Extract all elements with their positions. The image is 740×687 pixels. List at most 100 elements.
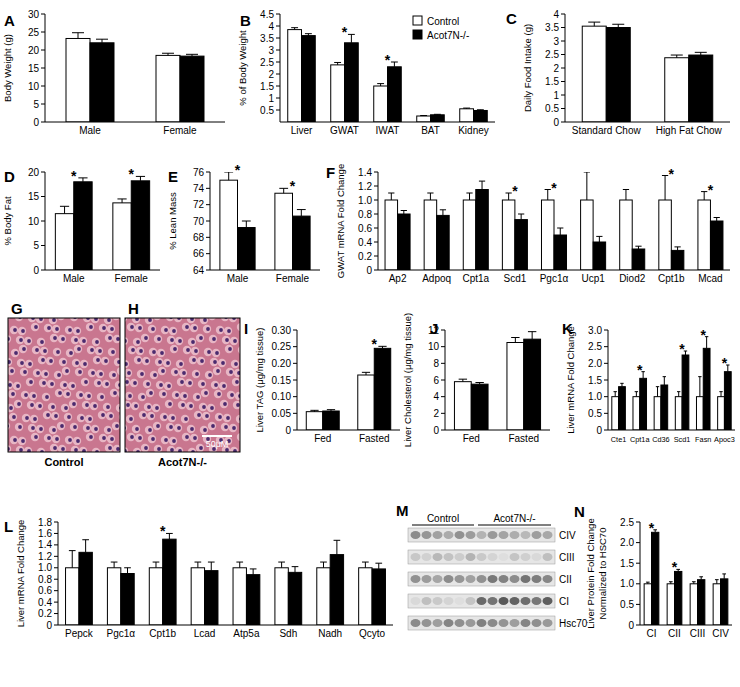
y-tick-label: 4 (553, 9, 559, 20)
error-line (336, 540, 337, 554)
nucleus (96, 358, 100, 362)
y-tick (276, 62, 280, 63)
significance: * (372, 336, 378, 352)
y-axis (210, 172, 211, 270)
cell-space (180, 392, 188, 400)
x-tick-label: Female (163, 125, 197, 136)
error-cap (60, 206, 69, 207)
error-bar (278, 562, 285, 568)
significance: * (235, 162, 241, 178)
nucleus (30, 403, 34, 407)
nucleus (95, 340, 99, 344)
error-cap (646, 582, 650, 583)
cell-space (116, 404, 120, 412)
y-tick-label: 0.5 (260, 105, 274, 116)
cell-space (86, 433, 94, 441)
cell-space (22, 414, 30, 422)
error-line (122, 199, 123, 203)
nucleus (66, 392, 70, 396)
y-axis-label: Liver Protein Fold Change (585, 518, 596, 628)
cell-space (71, 446, 79, 452)
nucleus (130, 435, 134, 439)
error-cap (695, 52, 707, 53)
error-bar (518, 214, 524, 220)
y-tick (276, 110, 280, 111)
cell-space (36, 425, 44, 433)
nucleus (116, 337, 120, 341)
error-cap (692, 581, 696, 582)
y-tick-label: 2.0 (620, 537, 634, 548)
cell-space (49, 426, 57, 434)
cell-space (165, 400, 173, 408)
y-tick-label: 3 (268, 45, 274, 56)
x-tick-label: Scd1 (674, 435, 691, 444)
y-tick (441, 430, 445, 431)
error-cap (291, 27, 298, 28)
bar (515, 220, 528, 270)
y-tick-label: 1.2 (38, 551, 52, 562)
cell-space (125, 401, 131, 409)
cell-space (176, 360, 184, 368)
cell-space (107, 435, 115, 443)
nucleus (108, 446, 112, 450)
bar (524, 339, 541, 430)
nucleus (141, 395, 145, 399)
bar (675, 571, 682, 625)
nucleus (104, 359, 108, 363)
error-cap (612, 24, 624, 25)
bar (372, 569, 385, 625)
cell-space (147, 412, 155, 420)
cell-space (8, 358, 12, 366)
blot-band (543, 619, 553, 627)
x-tick-label: Male (227, 273, 249, 284)
x-tick-label: Pgc1α (107, 628, 136, 639)
nucleus (158, 360, 162, 364)
cell-space (99, 324, 107, 332)
nucleus (52, 428, 56, 432)
cell-space (76, 391, 84, 399)
bar-chart: N00.51.01.52.02.5Liver Protein Fold Chan… (574, 503, 732, 639)
blot-band (422, 531, 432, 539)
cell-space (92, 338, 100, 346)
bar (121, 574, 134, 626)
error-line (365, 562, 366, 568)
cell-space (196, 444, 204, 452)
nucleus (172, 329, 176, 333)
nucleus (110, 327, 114, 331)
blot-strip (408, 572, 555, 586)
y-tick-label: 1.4 (358, 167, 372, 178)
cell-space (61, 404, 69, 412)
error-bar (475, 383, 483, 385)
error-cap (427, 193, 433, 194)
error-cap (518, 214, 524, 215)
y-tick (54, 625, 58, 626)
cell-space (183, 346, 191, 354)
nucleus (55, 437, 59, 441)
cell-space (148, 325, 156, 333)
cell-space (163, 359, 171, 367)
significance: * (290, 178, 296, 194)
blot-band (543, 531, 553, 539)
error-bar (377, 84, 384, 86)
nucleus (40, 340, 44, 344)
blot-band (532, 531, 542, 539)
nucleus (155, 406, 159, 410)
bar (675, 397, 682, 430)
nucleus (50, 382, 54, 386)
error-line (403, 211, 404, 215)
cell-space (44, 434, 52, 442)
error-line (615, 392, 616, 397)
cell-space (62, 367, 70, 375)
nucleus (136, 340, 140, 344)
blot-band (444, 553, 454, 561)
x-tick-label: Qcyto (359, 628, 386, 639)
histology-image (8, 318, 120, 452)
x-tick-label: Standard Chow (572, 125, 642, 136)
nucleus (190, 427, 194, 431)
y-tick-label: 1.0 (620, 578, 634, 589)
nucleus (94, 427, 98, 431)
bar (593, 242, 606, 270)
error-line (378, 563, 379, 569)
cell-space (132, 425, 140, 433)
blot-band (422, 619, 432, 627)
